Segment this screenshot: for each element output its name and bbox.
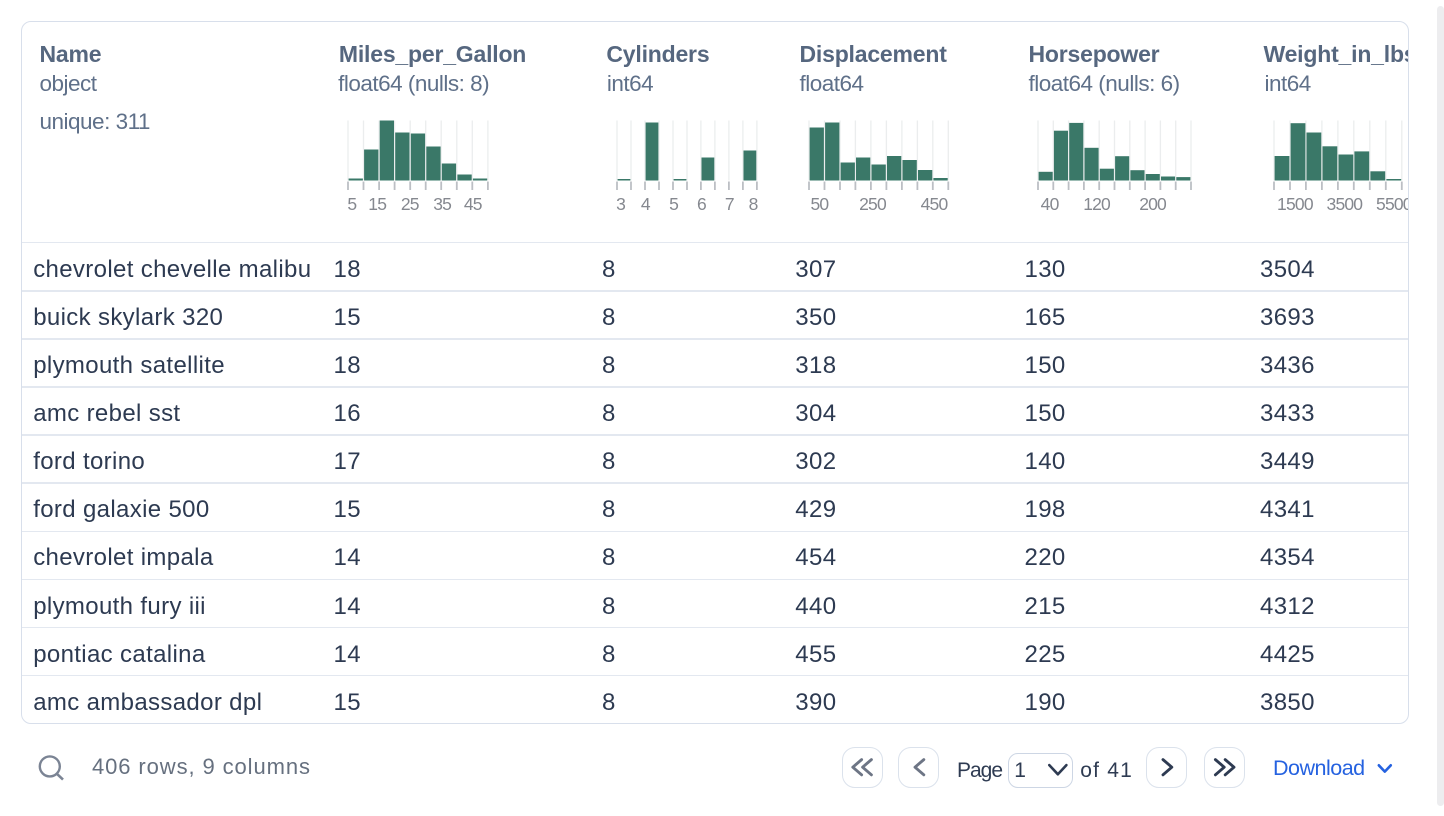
svg-text:8: 8 [749,193,758,213]
svg-text:6: 6 [697,193,706,213]
svg-text:7: 7 [725,193,734,213]
svg-text:40: 40 [1041,194,1060,214]
svg-text:5: 5 [669,193,678,213]
svg-text:25: 25 [401,193,419,213]
svg-text:50: 50 [811,193,830,213]
svg-text:45: 45 [464,193,482,213]
svg-text:5: 5 [348,193,357,213]
svg-text:3: 3 [616,193,625,213]
svg-text:1500: 1500 [1277,193,1314,213]
svg-text:3500: 3500 [1327,193,1364,213]
svg-text:120: 120 [1083,194,1111,214]
svg-text:200: 200 [1139,194,1167,214]
svg-text:4: 4 [641,193,651,213]
svg-text:15: 15 [368,193,386,213]
svg-text:5500: 5500 [1376,193,1409,213]
svg-text:450: 450 [921,193,949,213]
svg-text:35: 35 [433,193,451,213]
svg-text:250: 250 [859,193,887,213]
